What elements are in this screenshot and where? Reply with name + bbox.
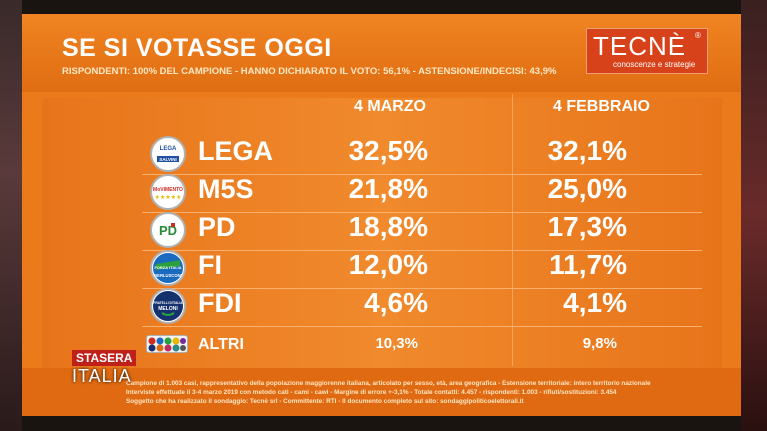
stasera-italia-badge: STASERA ITALIA xyxy=(72,350,172,396)
m5s-logo-word: MoVIMENTO xyxy=(153,187,183,193)
footnote-line-3: Soggetto che ha realizzato il sondaggio:… xyxy=(126,398,524,405)
value-lega-marzo: 32,5% xyxy=(348,135,428,166)
value-fi-marzo: 12,0% xyxy=(348,249,428,280)
value-pd-marzo: 18,8% xyxy=(348,211,428,242)
poll-title: SE SI VOTASSE OGGI xyxy=(62,34,332,62)
value-pd-febbraio: 17,3% xyxy=(547,211,627,242)
party-name-fi: FI xyxy=(198,250,222,280)
poll-board: SE SI VOTASSE OGGI RISPONDENTI: 100% DEL… xyxy=(22,14,741,416)
badge-bottom-text: ITALIA xyxy=(72,366,132,386)
party-name-fdi: FDI xyxy=(198,288,242,318)
column-header-febbraio: 4 FEBBRAIO xyxy=(553,98,650,115)
value-fi-febbraio: 11,7% xyxy=(549,249,627,280)
fdi-logo-word: FRATELLI D'ITALIA xyxy=(153,301,183,305)
tecne-logo-text: TECNÈ xyxy=(593,31,687,61)
column-divider xyxy=(512,94,513,366)
fdi-logo-subword: MELONI xyxy=(158,306,178,312)
value-m5s-febbraio: 25,0% xyxy=(547,173,627,204)
party-name-lega: LEGA xyxy=(198,136,274,166)
fi-logo-icon: FORZA ITALIA BERLUSCONI xyxy=(150,250,186,286)
row-divider xyxy=(142,212,702,213)
value-altri-febbraio: 9,8% xyxy=(582,335,617,352)
studio-left-edge xyxy=(0,0,22,431)
row-divider xyxy=(142,250,702,251)
value-altri-marzo: 10,3% xyxy=(375,335,418,352)
pd-logo-icon: PD xyxy=(150,212,186,248)
altri-logos-icon xyxy=(146,335,188,353)
column-header-marzo: 4 MARZO xyxy=(354,98,426,115)
tecne-logo: TECNÈ ® conoscenze e strategie xyxy=(586,28,708,74)
row-divider xyxy=(142,326,702,327)
footer-band xyxy=(22,368,741,416)
fi-logo-subword: BERLUSCONI xyxy=(154,273,182,278)
value-fdi-febbraio: 4,1% xyxy=(563,287,627,318)
badge-top-text: STASERA xyxy=(72,350,137,366)
party-name-m5s: M5S xyxy=(198,174,254,204)
studio-right-edge xyxy=(741,0,767,431)
lega-logo-subword: SALVINI xyxy=(159,157,176,162)
tecne-logo-tagline: conoscenze e strategie xyxy=(613,60,696,69)
party-name-pd: PD xyxy=(198,212,236,242)
value-fdi-marzo: 4,6% xyxy=(364,287,428,318)
m5s-logo-icon: MoVIMENTO ★★★★★ xyxy=(150,174,186,210)
lega-logo-word: LEGA xyxy=(160,146,177,152)
value-m5s-marzo: 21,8% xyxy=(348,173,428,204)
row-divider xyxy=(142,288,702,289)
row-divider xyxy=(142,174,702,175)
lega-logo-icon: LEGA SALVINI xyxy=(150,136,186,172)
value-lega-febbraio: 32,1% xyxy=(547,135,627,166)
fi-logo-word: FORZA ITALIA xyxy=(154,265,181,270)
registered-mark: ® xyxy=(695,31,701,40)
footnote-line-2: Interviste effettuate il 3-4 marzo 2019 … xyxy=(126,389,617,396)
poll-subtitle: RISPONDENTI: 100% DEL CAMPIONE - HANNO D… xyxy=(62,66,557,77)
footnote-line-1: Campione di 1.003 casi, rappresentativo … xyxy=(126,380,651,387)
svg-text:★★★★★: ★★★★★ xyxy=(155,194,182,201)
party-name-altri: ALTRI xyxy=(198,336,244,353)
fdi-logo-icon: FRATELLI D'ITALIA MELONI xyxy=(150,288,186,324)
